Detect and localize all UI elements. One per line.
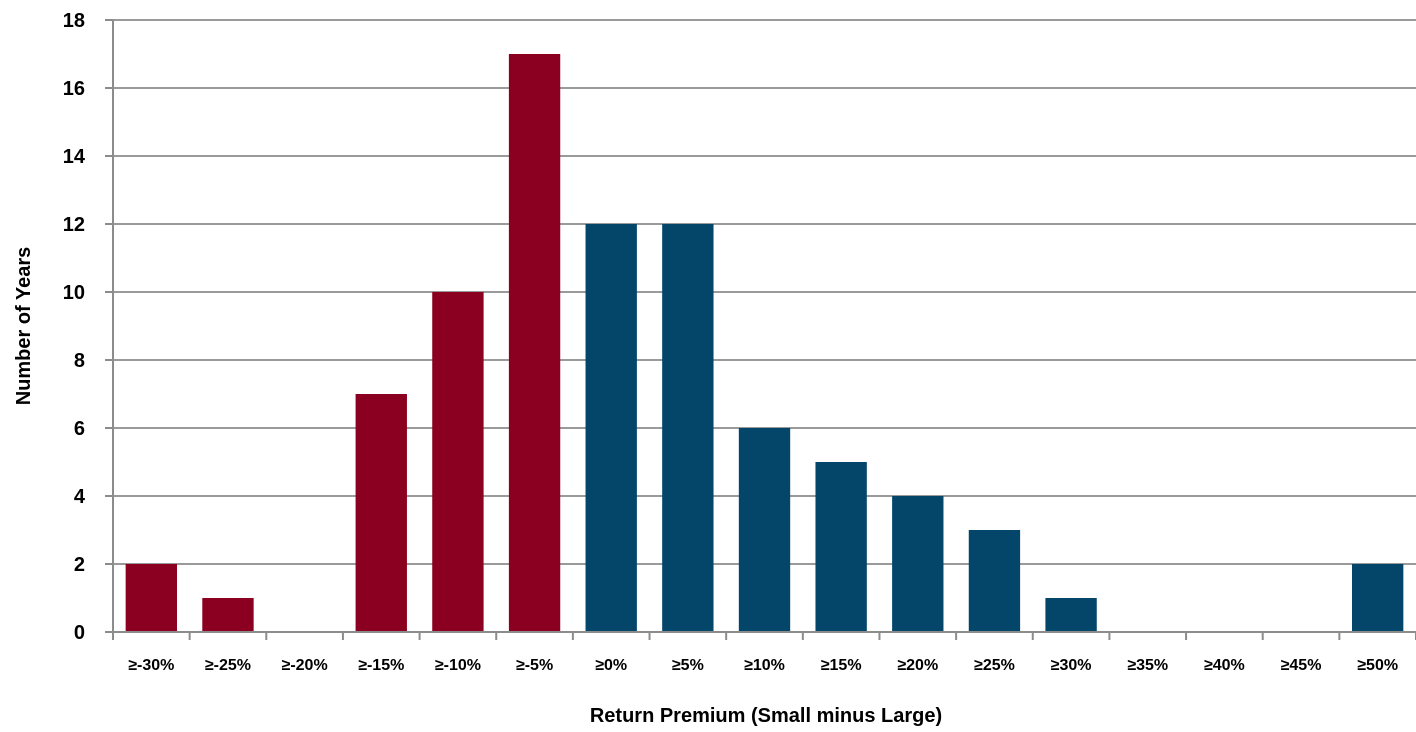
x-tick-label: ≥-25% bbox=[205, 657, 251, 674]
y-tick-label: 12 bbox=[63, 214, 85, 236]
axes bbox=[105, 19, 1416, 640]
bar-8 bbox=[662, 224, 714, 632]
x-tick-label: ≥50% bbox=[1357, 657, 1398, 674]
x-tick-label: ≥-30% bbox=[128, 657, 174, 674]
x-tick-label: ≥5% bbox=[672, 657, 704, 674]
x-tick-label: ≥0% bbox=[595, 657, 627, 674]
bar-12 bbox=[968, 530, 1021, 632]
x-tick-label: ≥40% bbox=[1204, 657, 1245, 674]
bar-17 bbox=[1351, 564, 1404, 632]
bar-13 bbox=[1045, 598, 1097, 632]
bar-6 bbox=[508, 54, 561, 632]
y-tick-label: 10 bbox=[63, 282, 85, 304]
y-tick-label: 8 bbox=[74, 350, 85, 372]
bar-7 bbox=[585, 224, 637, 632]
y-tick-labels: 0 2 4 6 8 10 12 14 16 18 bbox=[63, 10, 86, 644]
bar-10 bbox=[815, 462, 867, 632]
x-tick-label: ≥30% bbox=[1051, 657, 1092, 674]
x-tick-label: ≥-15% bbox=[358, 657, 404, 674]
bars bbox=[125, 54, 1404, 632]
y-axis-title: Number of Years bbox=[13, 247, 35, 406]
bar-9 bbox=[738, 428, 791, 632]
x-tick-label: ≥45% bbox=[1281, 657, 1322, 674]
gridlines bbox=[113, 19, 1416, 565]
x-tick-label: ≥20% bbox=[897, 657, 938, 674]
x-tick-label: ≥-20% bbox=[282, 657, 328, 674]
x-tick-labels: ≥-30% ≥-25% ≥-20% ≥-15% ≥-10% ≥-5% ≥0% ≥5% ≥10% ≥… bbox=[128, 657, 1398, 674]
bar-2 bbox=[202, 598, 254, 632]
y-tick-label: 16 bbox=[63, 78, 85, 100]
y-tick-label: 6 bbox=[74, 418, 85, 440]
x-tick-label: ≥35% bbox=[1127, 657, 1168, 674]
x-tick-label: ≥-10% bbox=[435, 657, 481, 674]
x-tick-label: ≥-5% bbox=[516, 657, 553, 674]
x-tick-label: ≥10% bbox=[744, 657, 785, 674]
bar-4 bbox=[355, 394, 407, 632]
x-tick-label: ≥15% bbox=[821, 657, 862, 674]
x-axis-title: Return Premium (Small minus Large) bbox=[590, 705, 942, 727]
bar-1 bbox=[125, 564, 178, 632]
y-tick-label: 14 bbox=[63, 146, 86, 168]
y-tick-label: 4 bbox=[74, 486, 86, 508]
y-tick-label: 2 bbox=[74, 554, 85, 576]
y-tick-label: 18 bbox=[63, 10, 85, 32]
y-tick-label: 0 bbox=[74, 622, 85, 644]
x-tick-label: ≥25% bbox=[974, 657, 1015, 674]
bar-5 bbox=[432, 292, 484, 632]
bar-11 bbox=[892, 496, 944, 632]
